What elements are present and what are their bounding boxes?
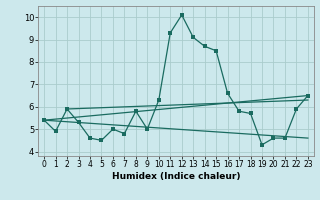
X-axis label: Humidex (Indice chaleur): Humidex (Indice chaleur) — [112, 172, 240, 181]
